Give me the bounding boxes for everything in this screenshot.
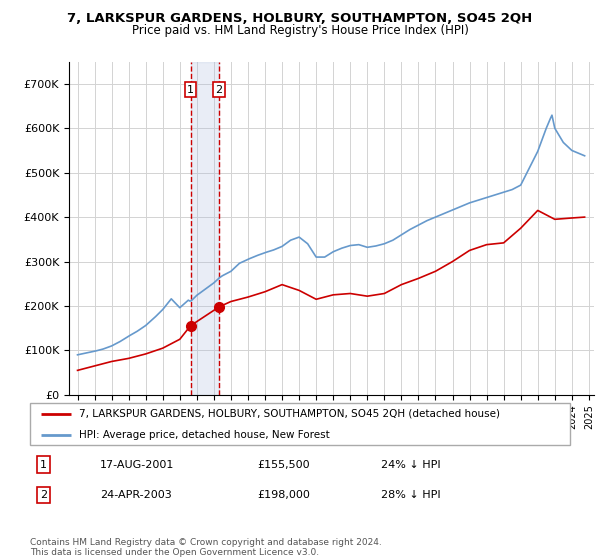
Text: 1: 1 — [187, 85, 194, 95]
Text: HPI: Average price, detached house, New Forest: HPI: Average price, detached house, New … — [79, 430, 329, 440]
Text: 28% ↓ HPI: 28% ↓ HPI — [381, 490, 440, 500]
Text: 2: 2 — [215, 85, 223, 95]
Bar — [191, 62, 219, 395]
Text: 1: 1 — [40, 460, 47, 470]
Text: 7, LARKSPUR GARDENS, HOLBURY, SOUTHAMPTON, SO45 2QH: 7, LARKSPUR GARDENS, HOLBURY, SOUTHAMPTO… — [67, 12, 533, 25]
Text: Price paid vs. HM Land Registry's House Price Index (HPI): Price paid vs. HM Land Registry's House … — [131, 24, 469, 37]
Text: £198,000: £198,000 — [257, 490, 310, 500]
Text: 7, LARKSPUR GARDENS, HOLBURY, SOUTHAMPTON, SO45 2QH (detached house): 7, LARKSPUR GARDENS, HOLBURY, SOUTHAMPTO… — [79, 409, 500, 419]
Text: 24% ↓ HPI: 24% ↓ HPI — [381, 460, 440, 470]
Text: 24-APR-2003: 24-APR-2003 — [100, 490, 172, 500]
Text: 17-AUG-2001: 17-AUG-2001 — [100, 460, 175, 470]
Text: 2: 2 — [40, 490, 47, 500]
FancyBboxPatch shape — [30, 403, 570, 445]
Text: £155,500: £155,500 — [257, 460, 310, 470]
Text: Contains HM Land Registry data © Crown copyright and database right 2024.
This d: Contains HM Land Registry data © Crown c… — [30, 538, 382, 557]
